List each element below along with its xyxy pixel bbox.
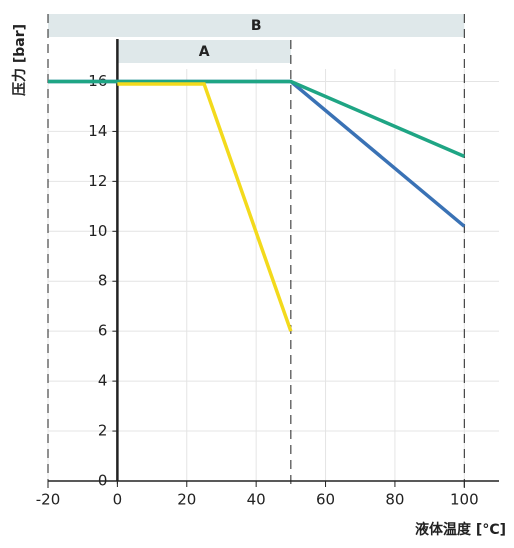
x-tick-label: 80 [385, 491, 404, 509]
x-tick-label: 60 [316, 491, 335, 509]
x-tick-label: 0 [113, 491, 123, 509]
y-tick-label: 10 [88, 222, 107, 240]
x-axis-label: 液体温度 [°C] [415, 521, 506, 538]
range-label: A [199, 44, 210, 60]
y-tick-label: 12 [88, 172, 107, 190]
range-band [117, 40, 291, 63]
x-tick-label: 20 [177, 491, 196, 509]
range-band [48, 14, 465, 37]
y-axis-label: 压力 [bar] [11, 24, 28, 96]
x-tick-label: -20 [36, 491, 61, 509]
line-series [117, 82, 293, 332]
y-tick-label: 14 [88, 122, 107, 140]
y-tick-label: 2 [98, 422, 108, 440]
x-tick-label: 40 [247, 491, 266, 509]
y-tick-label: 6 [98, 322, 108, 340]
y-tick-label: 4 [98, 372, 108, 390]
line-series [48, 79, 466, 159]
y-tick-label: 8 [98, 272, 108, 290]
range-label: B [251, 18, 262, 34]
x-tick-label: 100 [450, 491, 479, 509]
